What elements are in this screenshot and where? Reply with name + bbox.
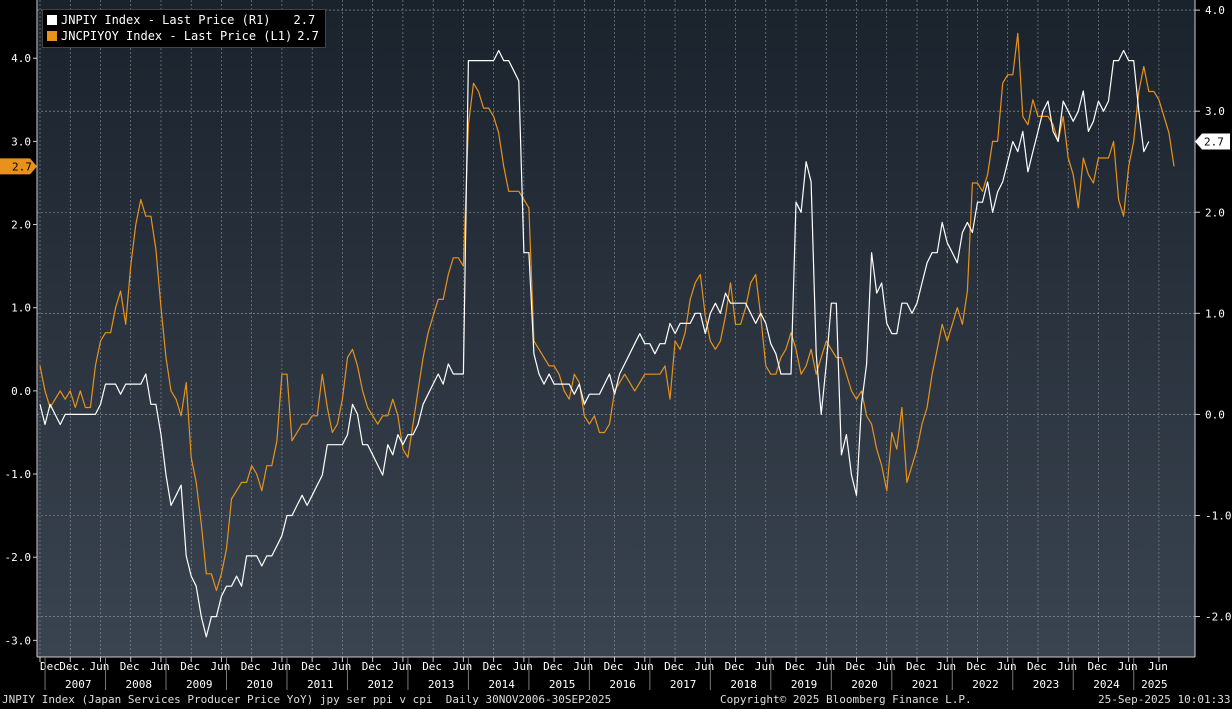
x-month-label: Dec	[664, 660, 684, 673]
x-year-label: 2012	[367, 678, 394, 691]
legend-label-jncpiyoy: JNCPIYOY Index - Last Price (L1)	[61, 29, 293, 43]
y-left-label: 3.0	[11, 135, 31, 148]
x-month-label: Jun	[815, 660, 835, 673]
x-month-label: Dec	[604, 660, 624, 673]
x-year-label: 2014	[488, 678, 515, 691]
x-month-label: Dec ...	[40, 660, 86, 673]
y-right-label: 4.0	[1205, 4, 1225, 17]
x-month-label: Jun	[876, 660, 896, 673]
x-month-label: Jun	[1148, 660, 1168, 673]
x-month-label: Dec	[785, 660, 805, 673]
y-left-label: 1.0	[11, 302, 31, 315]
footer-copyright: Copyright© 2025 Bloomberg Finance L.P.	[720, 693, 972, 706]
footer-timestamp: 25-Sep-2025 10:01:33	[1098, 693, 1231, 706]
y-left-label: 0.0	[11, 385, 31, 398]
x-month-label: Dec	[301, 660, 321, 673]
x-month-label: Jun	[694, 660, 714, 673]
x-month-label: Jun	[90, 660, 110, 673]
x-month-label: Jun	[211, 660, 231, 673]
x-year-label: 2024	[1093, 678, 1120, 691]
x-month-label: Jun	[271, 660, 291, 673]
x-month-label: Dec	[180, 660, 200, 673]
x-month-label: Dec	[59, 660, 79, 673]
series-lines	[39, 32, 1175, 638]
y-right-label: 0.0	[1205, 408, 1225, 421]
axes: Dec ...Dec Jun Dec Jun Dec Jun Dec Jun Dec Jun Dec…	[5, 0, 1232, 691]
x-month-label: Jun	[513, 660, 533, 673]
x-month-label: Dec	[362, 660, 382, 673]
x-month-label: Jun	[997, 660, 1017, 673]
left-last-value-tag	[0, 158, 37, 175]
x-month-label: Dec	[1088, 660, 1108, 673]
x-year-label: 2018	[730, 678, 757, 691]
x-year-label: 2011	[307, 678, 334, 691]
x-year-label: 2017	[670, 678, 697, 691]
x-month-label: Dec	[725, 660, 745, 673]
x-year-label: 2025	[1141, 678, 1168, 691]
y-left-label: 2.0	[11, 219, 31, 232]
y-right-label: 1.0	[1205, 307, 1225, 320]
x-year-label: 2009	[186, 678, 213, 691]
x-month-label: Jun	[1057, 660, 1077, 673]
x-month-label: Dec	[120, 660, 140, 673]
legend-item-jncpiyoy: JNCPIYOY Index - Last Price (L1) 2.7	[47, 28, 319, 44]
legend-swatch-jncpiyoy	[47, 31, 57, 41]
x-year-label: 2023	[1033, 678, 1060, 691]
x-year-label: 2007	[65, 678, 92, 691]
y-left-label: 4.0	[11, 52, 31, 65]
x-month-label: Jun	[634, 660, 654, 673]
x-month-label: Jun	[150, 660, 170, 673]
x-year-label: 2021	[912, 678, 939, 691]
y-right-label: 2.0	[1205, 206, 1225, 219]
x-month-label: Dec	[543, 660, 563, 673]
y-left-label: -1.0	[5, 468, 32, 481]
x-month-label: Dec	[241, 660, 261, 673]
right-last-value-tag	[1195, 133, 1230, 150]
x-month-label: Jun	[573, 660, 593, 673]
x-month-label: Dec	[483, 660, 503, 673]
legend-label-jnpiy: JNPIY Index - Last Price (R1)	[61, 13, 271, 27]
x-month-label: Jun	[936, 660, 956, 673]
right-last-value-text: 2.7	[1204, 136, 1224, 149]
x-month-label: Dec	[1027, 660, 1047, 673]
x-month-label: Jun	[1118, 660, 1138, 673]
x-year-label: 2015	[549, 678, 576, 691]
footer-description: JNPIY Index (Japan Services Producer Pri…	[2, 693, 612, 706]
x-year-label: 2020	[851, 678, 878, 691]
grid-lines	[37, 0, 1195, 657]
legend-value-jnpiy: 2.7	[293, 13, 316, 27]
x-month-label: Jun	[392, 660, 412, 673]
x-month-label: Jun	[331, 660, 351, 673]
x-month-label: Dec	[906, 660, 926, 673]
series-line-jncpiyoy	[39, 32, 1175, 592]
y-right-label: -1.0	[1205, 509, 1232, 522]
y-left-label: -3.0	[5, 634, 32, 647]
y-right-label: 3.0	[1205, 105, 1225, 118]
legend-item-jnpiy: JNPIY Index - Last Price (R1) 2.7	[47, 12, 319, 28]
x-year-label: 2008	[126, 678, 153, 691]
series-line-jnpiy	[39, 49, 1150, 638]
x-month-label: Dec	[422, 660, 442, 673]
x-year-label: 2019	[791, 678, 818, 691]
x-month-label: Dec	[846, 660, 866, 673]
y-right-label: -2.0	[1205, 611, 1232, 624]
x-month-label: Jun	[755, 660, 775, 673]
x-year-label: 2010	[246, 678, 273, 691]
plot-area	[37, 0, 1195, 657]
legend-value-jncpiyoy: 2.7	[297, 29, 319, 43]
y-left-label: -2.0	[5, 551, 32, 564]
last-value-tags: 2.7 2.7	[0, 133, 1230, 175]
legend-swatch-jnpiy	[47, 15, 57, 25]
left-last-value-text: 2.7	[12, 160, 32, 173]
x-year-label: 2013	[428, 678, 455, 691]
legend: JNPIY Index - Last Price (R1) 2.7 JNCPIY…	[42, 9, 326, 48]
x-month-label: Dec	[967, 660, 987, 673]
x-year-label: 2022	[972, 678, 999, 691]
x-year-label: 2016	[609, 678, 636, 691]
x-month-label: Jun	[452, 660, 472, 673]
